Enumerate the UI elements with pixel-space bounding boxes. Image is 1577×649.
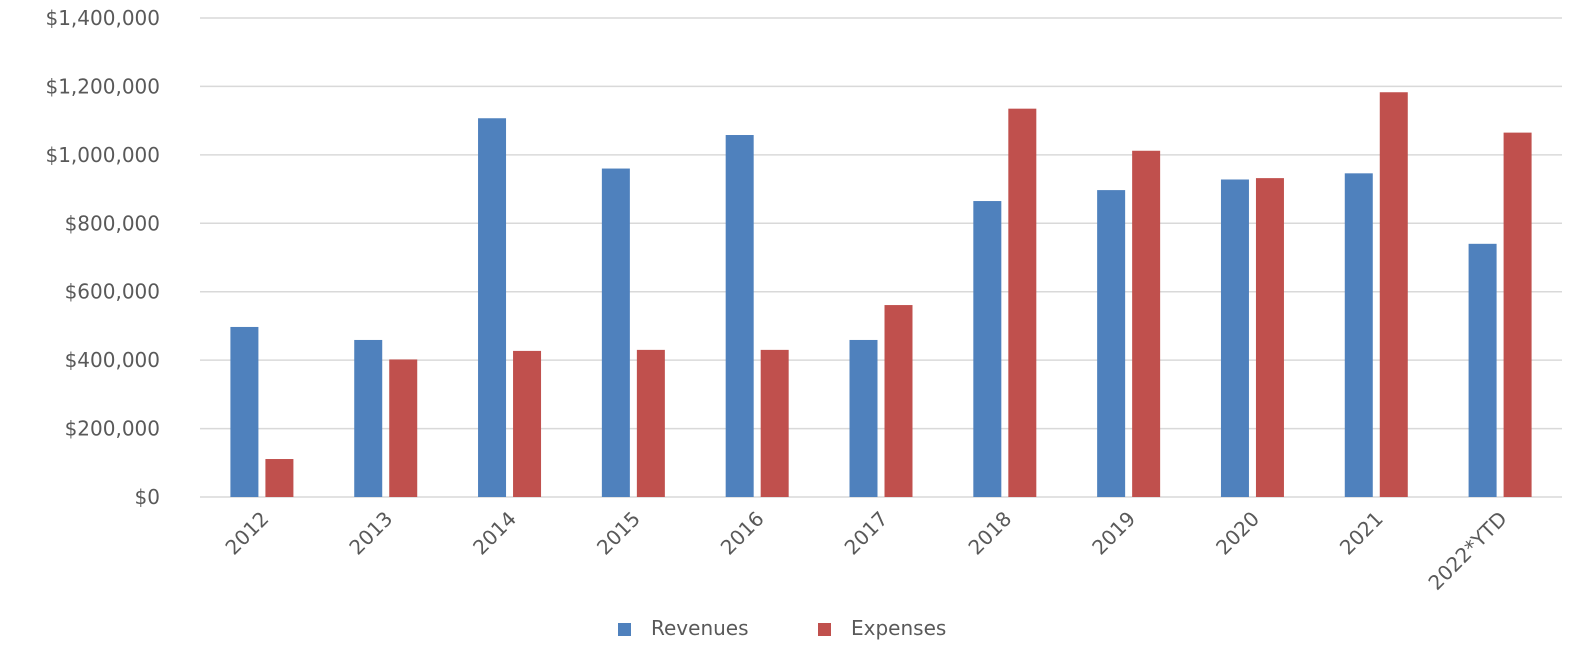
y-tick-label: $600,000: [65, 280, 160, 304]
legend-label-expenses: Expenses: [851, 616, 946, 640]
y-axis-tick-labels: $0 $200,000 $400,000 $600,000 $800,000 $1,000…: [45, 6, 160, 509]
x-tick-label: 2014: [468, 507, 521, 560]
legend-label-revenues: Revenues: [651, 616, 749, 640]
bar-revenues-2012: [230, 326, 259, 497]
y-tick-label: $1,200,000: [45, 74, 160, 98]
legend: Revenues Expenses: [618, 616, 946, 640]
y-tick-label: $1,400,000: [45, 6, 160, 30]
x-axis-tick-labels: 2012 2013 2014 2015 2016 2017 2018 2019 2020 2021…: [220, 507, 1511, 595]
bar-revenues-2021: [1344, 173, 1373, 497]
legend-swatch-revenues: [618, 623, 631, 636]
bar-revenues-2015: [601, 168, 630, 498]
bar-expenses-2021: [1379, 92, 1408, 498]
bar-revenues-2019: [1097, 190, 1126, 498]
x-tick-label: 2013: [344, 507, 397, 560]
y-tick-label: $200,000: [65, 417, 160, 441]
x-tick-label: 2019: [1087, 507, 1140, 560]
x-tick-label: 2021: [1335, 507, 1388, 560]
x-tick-label: 2020: [1211, 507, 1264, 560]
x-tick-label: 2018: [963, 507, 1016, 560]
x-tick-label: 2015: [592, 507, 645, 560]
bar-expenses-2015: [636, 349, 665, 497]
x-tick-label: 2012: [220, 507, 273, 560]
y-tick-label: $400,000: [65, 348, 160, 372]
bar-expenses-2017: [884, 305, 913, 497]
y-tick-label: $800,000: [65, 211, 160, 235]
bar-revenues-2017: [849, 339, 878, 497]
bar-revenues-2022-ytd: [1468, 243, 1497, 497]
bar-expenses-2018: [1008, 108, 1037, 498]
x-tick-label: 2017: [840, 507, 893, 560]
bar-revenues-2013: [354, 339, 383, 497]
y-tick-label: $1,000,000: [45, 143, 160, 167]
legend-swatch-expenses: [818, 623, 831, 636]
bar-revenues-2018: [973, 201, 1002, 497]
bars: [230, 92, 1532, 498]
bar-expenses-2014: [513, 350, 542, 497]
x-tick-label: 2022*YTD: [1423, 507, 1511, 595]
bar-revenues-2020: [1220, 179, 1249, 497]
bar-expenses-2013: [389, 359, 418, 497]
x-tick-label: 2016: [716, 507, 769, 560]
bar-revenues-2016: [725, 135, 754, 497]
bar-expenses-2016: [760, 349, 789, 497]
bar-expenses-2019: [1132, 150, 1161, 497]
y-tick-label: $0: [135, 485, 160, 509]
gridlines: [200, 17, 1562, 498]
bar-revenues-2014: [478, 118, 507, 497]
bar-expenses-2020: [1255, 178, 1284, 497]
bar-expenses-2012: [265, 459, 294, 497]
bar-expenses-2022-ytd: [1503, 132, 1532, 497]
